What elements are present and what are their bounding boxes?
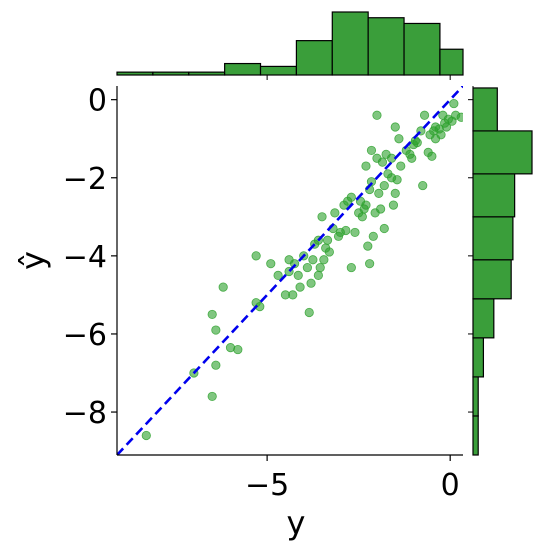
scatter-point — [207, 391, 217, 402]
x-tick-label: −5 — [245, 468, 289, 503]
right-histogram-bar — [472, 415, 479, 456]
top-histogram-bar — [295, 40, 333, 76]
top-histogram-bar — [367, 17, 405, 76]
scatter-point — [317, 212, 327, 222]
scatter-point — [379, 180, 389, 191]
scatter-point — [377, 157, 388, 167]
scatter-point — [419, 110, 430, 120]
scatter-point — [418, 180, 428, 191]
y-tick-label: −2 — [63, 162, 107, 197]
scatter-point — [363, 241, 373, 251]
scatter-point — [379, 223, 389, 234]
scatter-point — [306, 278, 316, 288]
right-histogram-bar — [472, 337, 485, 378]
scatter-point — [315, 262, 325, 273]
scatter-point — [330, 208, 340, 218]
scatter-point — [368, 231, 378, 241]
scatter-point — [273, 270, 283, 280]
scatter-point — [427, 151, 437, 161]
scatter-point — [396, 161, 406, 171]
scatter-point — [374, 188, 384, 198]
scatter-point — [218, 282, 228, 292]
y-axis-label: ŷ — [14, 251, 52, 270]
scatter-point — [295, 282, 305, 292]
scatter-point — [288, 290, 298, 300]
top-histogram-bar — [439, 48, 464, 76]
y-tick-label: −6 — [63, 318, 107, 353]
scatter-point — [390, 122, 400, 132]
scatter-point — [322, 235, 333, 245]
scatter-point — [365, 259, 375, 269]
scatter-point — [293, 270, 303, 280]
scatter-point — [308, 255, 318, 265]
scatter-point — [456, 112, 463, 122]
scatter-point — [324, 247, 334, 257]
scatter-point — [361, 161, 371, 171]
scatter-point — [412, 138, 422, 148]
scatter-point — [350, 227, 360, 238]
scatter-point — [211, 325, 221, 335]
scatter-point — [313, 270, 323, 280]
top-histogram-bar — [331, 11, 369, 76]
scatter-point — [388, 200, 399, 210]
y-tick-label: 0 — [88, 84, 107, 119]
y-tick-label: −4 — [63, 240, 107, 275]
right-histogram-bar — [472, 376, 479, 417]
scatter-point — [357, 212, 367, 222]
scatter-point — [376, 204, 386, 214]
x-axis-label: y — [287, 504, 306, 542]
scatter-point — [302, 262, 312, 273]
scatter-point — [289, 259, 300, 269]
right-histogram-bar — [472, 259, 512, 300]
scatter-point — [392, 175, 402, 185]
top-histogram-bar — [259, 65, 298, 76]
right-histogram-bar — [472, 216, 514, 261]
scatter-point — [372, 110, 382, 120]
right-histogram-bar — [472, 87, 498, 132]
scatter-point — [304, 307, 314, 318]
right-histogram-bar — [472, 298, 495, 339]
scatter-point — [407, 153, 417, 163]
scatter-point — [266, 259, 276, 269]
scatter-point — [141, 430, 151, 441]
scatter-point — [319, 255, 329, 265]
right-histogram-bar — [472, 173, 516, 218]
scatter-point — [233, 344, 243, 355]
identity-diagonal-line — [117, 86, 463, 455]
right-histogram-bar — [472, 130, 533, 175]
scatter-point — [361, 200, 371, 210]
scatter-point — [341, 225, 351, 236]
scatter-point — [390, 188, 400, 198]
top-histogram-bar — [403, 22, 441, 76]
top-histogram-bar — [224, 62, 262, 76]
scatter-point — [211, 360, 221, 370]
scatter-point — [366, 145, 377, 156]
scatter-point — [394, 134, 404, 144]
y-tick-label: −8 — [63, 396, 107, 431]
scatter-point — [346, 192, 356, 202]
scatter-point — [346, 262, 356, 273]
scatter-point — [366, 177, 377, 187]
scatter-point — [251, 251, 261, 261]
scatter-point — [436, 130, 446, 140]
scatter-point — [207, 309, 217, 320]
x-tick-label: 0 — [441, 468, 460, 503]
scatter-point — [449, 98, 459, 109]
